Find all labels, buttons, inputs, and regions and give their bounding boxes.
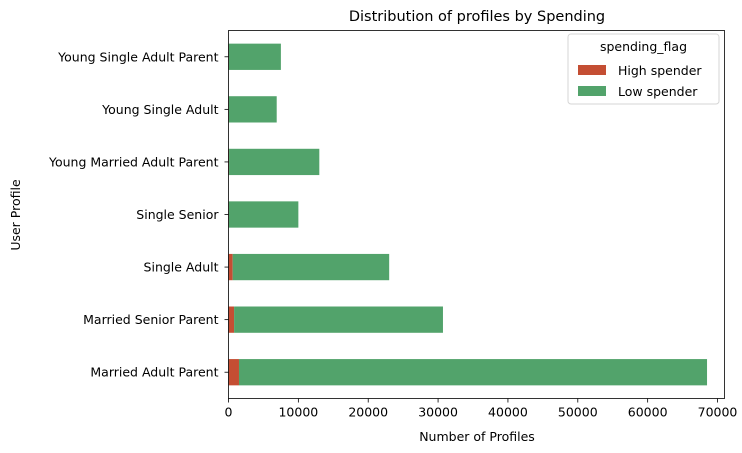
bar-young-single-adult-low-spender	[228, 96, 277, 123]
bar-married-senior-parent-high-spender	[228, 306, 235, 333]
legend: spending_flag High spender Low spender	[567, 33, 720, 105]
x-axis: 0 10000 20000 30000 40000 50000 60000 70000	[225, 398, 738, 420]
bars	[228, 43, 708, 386]
bar-single-adult-low-spender	[232, 253, 390, 281]
legend-swatch-high-spender	[578, 65, 606, 75]
x-tick-label: 0	[225, 405, 233, 420]
x-tick-label: 20000	[348, 405, 388, 420]
x-tick-label: 50000	[558, 405, 598, 420]
x-axis-label: Number of Profiles	[419, 429, 535, 444]
y-tick-label: Young Single Adult Parent	[57, 49, 218, 64]
bar-single-adult-high-spender	[228, 253, 233, 281]
legend-title: spending_flag	[600, 39, 687, 54]
y-tick-label: Married Adult Parent	[90, 365, 218, 380]
x-tick-label: 10000	[278, 405, 318, 420]
bar-single-senior-low-spender	[228, 201, 299, 228]
legend-swatch-low-spender	[578, 86, 606, 96]
chart-title: Distribution of profiles by Spending	[349, 9, 605, 25]
x-tick-label: 30000	[418, 405, 458, 420]
y-tick-label: Single Adult	[144, 260, 219, 275]
y-tick-label: Single Senior	[136, 207, 219, 222]
y-tick-label: Young Single Adult	[101, 102, 218, 117]
bar-married-senior-parent-low-spender	[234, 306, 443, 333]
legend-label-high-spender: High spender	[618, 63, 702, 78]
bar-married-adult-parent-high-spender	[228, 359, 239, 386]
y-tick-label: Young Married Adult Parent	[48, 154, 219, 169]
y-tick-label: Married Senior Parent	[83, 312, 218, 327]
legend-label-low-spender: Low spender	[618, 84, 698, 99]
bar-young-single-adult-parent-low-spender	[228, 43, 281, 70]
x-tick-label: 60000	[628, 405, 668, 420]
x-tick-label: 40000	[488, 405, 528, 420]
bar-young-married-adult-parent-low-spender	[229, 148, 320, 176]
x-tick-label: 70000	[698, 405, 738, 420]
y-axis: Married Adult Parent Married Senior Paren…	[48, 49, 229, 380]
y-axis-label: User Profile	[8, 179, 23, 251]
bar-married-adult-parent-low-spender	[238, 359, 708, 386]
